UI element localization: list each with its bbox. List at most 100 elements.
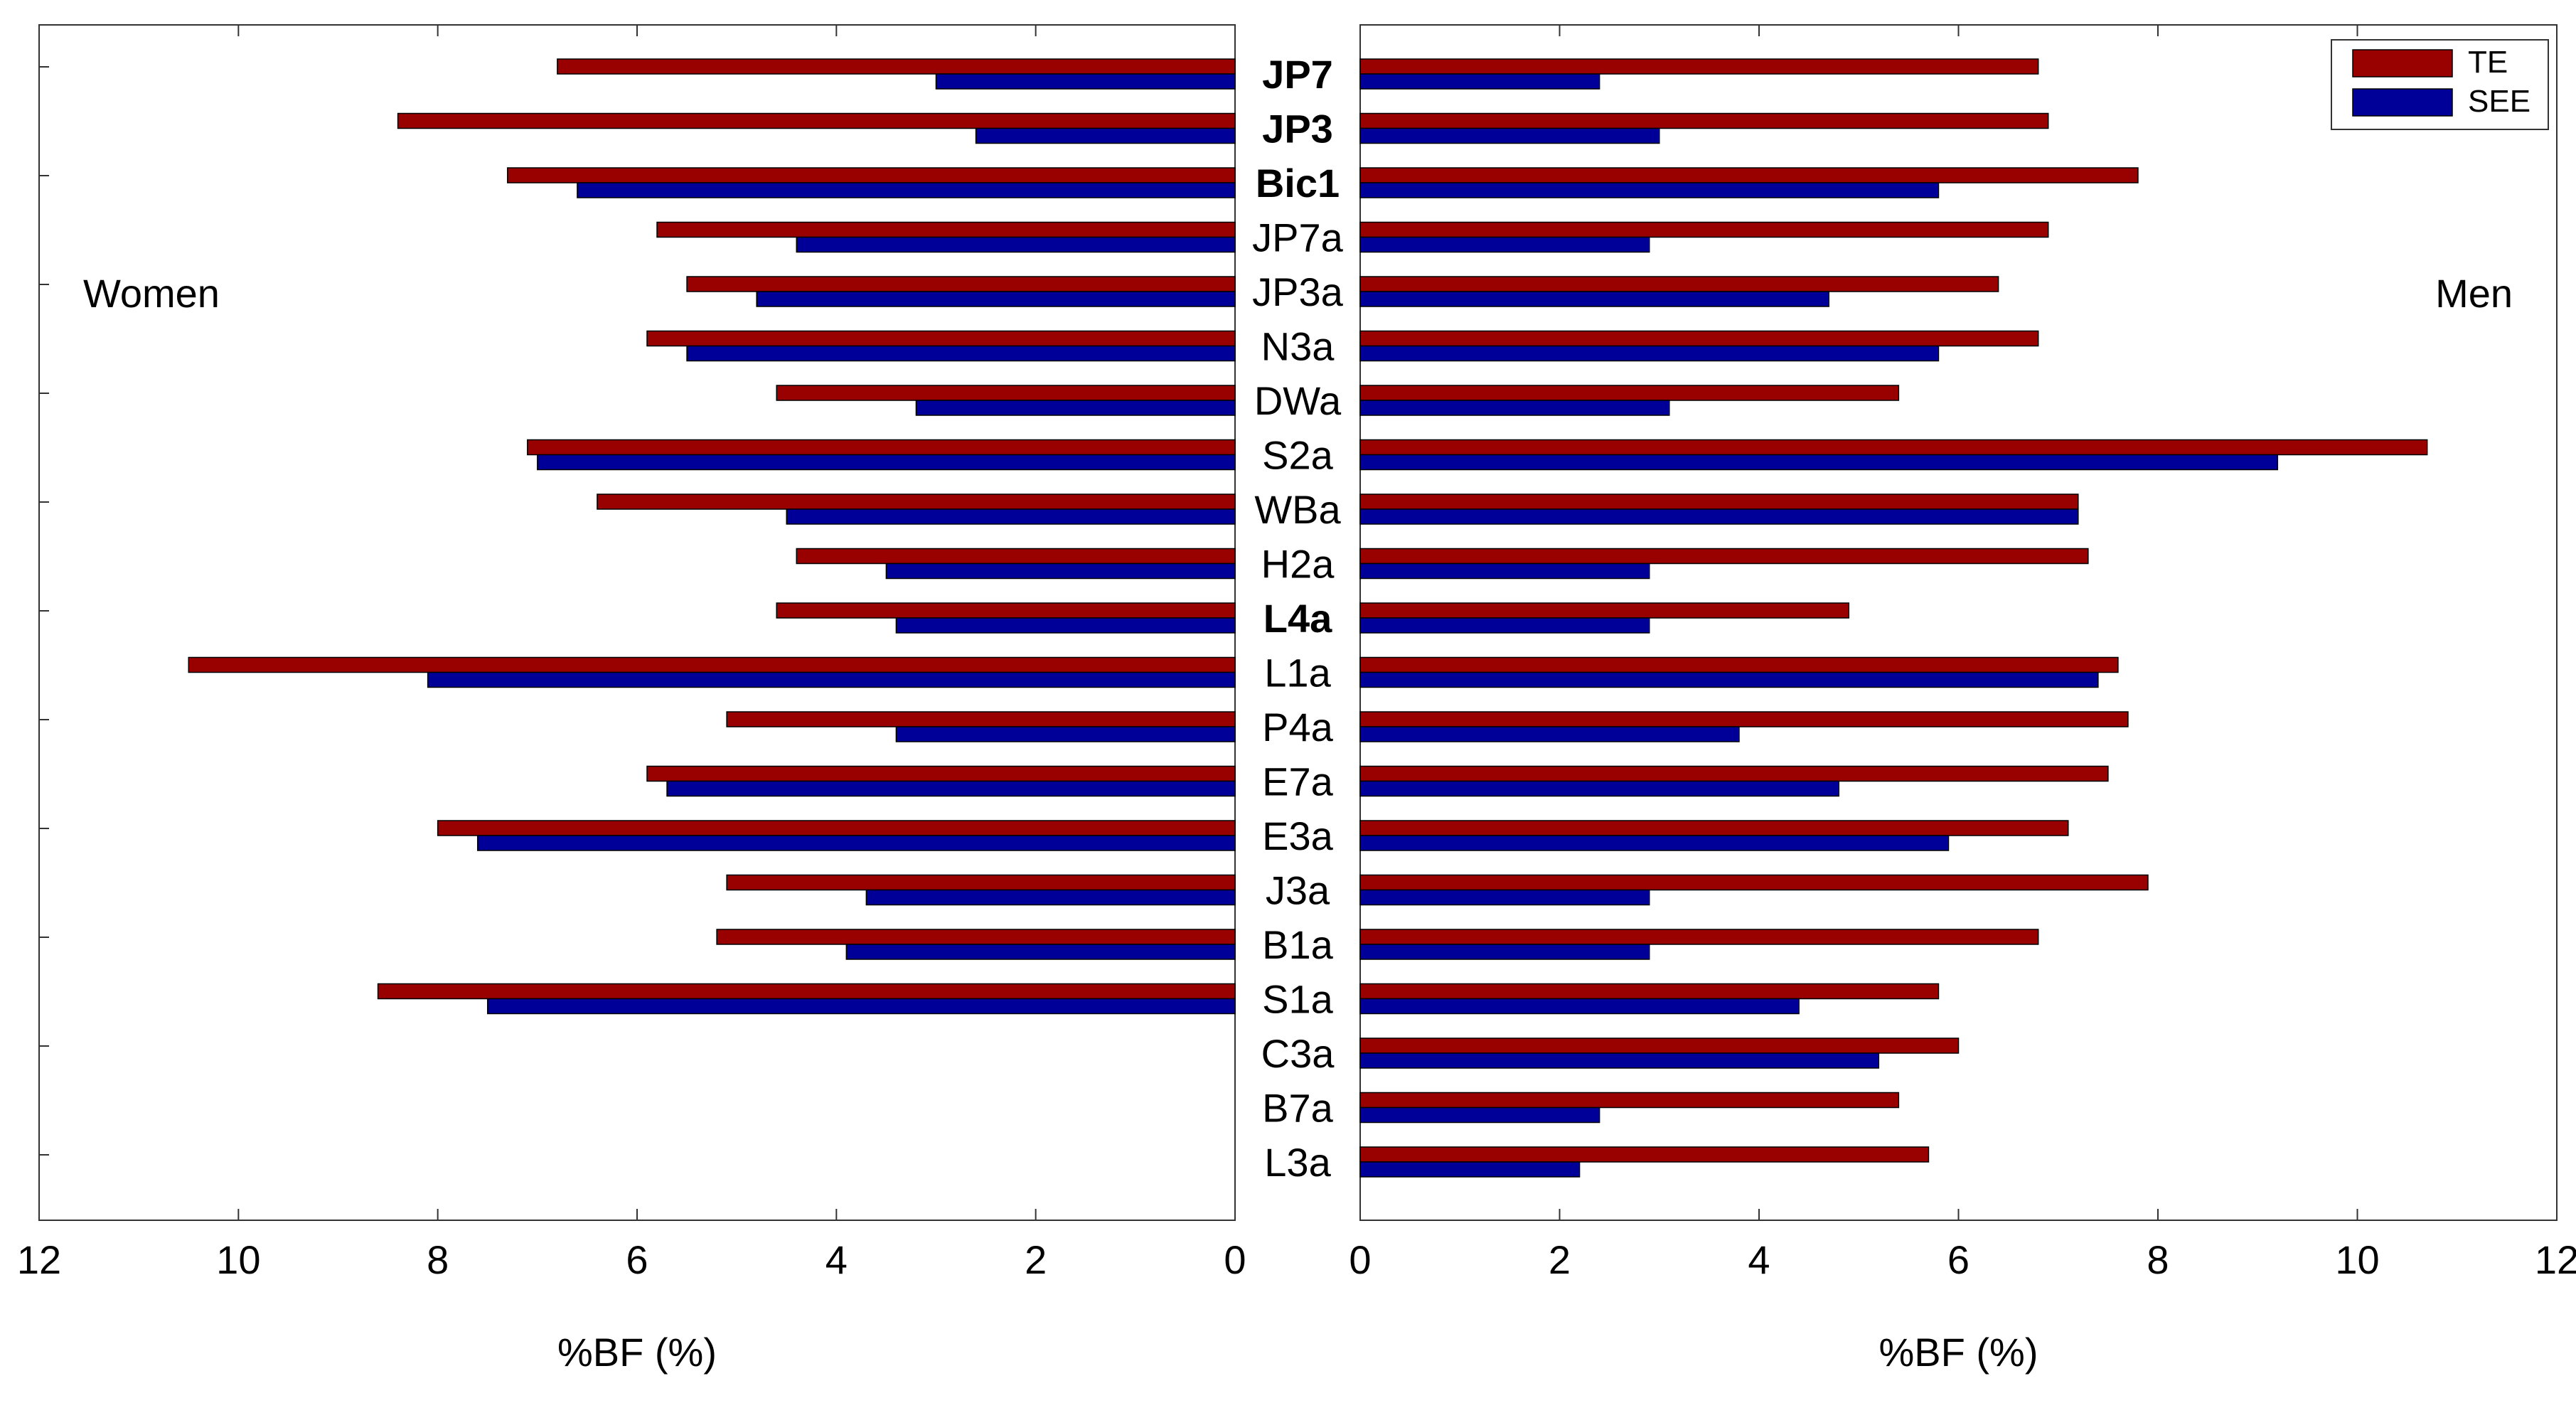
men-bar-te-jp7a [1359, 221, 2049, 238]
women-x-tick-label: 12 [17, 1237, 61, 1282]
men-x-tick-label: 0 [1349, 1237, 1371, 1282]
men-bar-see-h2a [1359, 562, 1650, 580]
category-label-b7a: B7a [1262, 1086, 1333, 1131]
category-label-bic1: Bic1 [1256, 161, 1340, 206]
women-bar-te-jp3 [397, 112, 1236, 129]
women-bar-te-bic1 [507, 167, 1236, 183]
women-x-tick-label: 0 [1224, 1237, 1246, 1282]
men-bar-te-n3a [1359, 330, 2039, 347]
men-bar-te-l3a [1359, 1146, 1930, 1163]
men-bar-see-s1a [1359, 998, 1800, 1015]
men-bar-see-l4a [1359, 617, 1650, 634]
men-x-tick-label: 4 [1748, 1237, 1770, 1282]
women-bar-te-jp3a [686, 276, 1236, 292]
women-bar-see-s2a [537, 454, 1236, 471]
women-x-tick-label: 10 [216, 1237, 260, 1282]
men-bar-see-l1a [1359, 671, 2099, 688]
women-bar-see-jp3 [975, 127, 1236, 144]
men-bar-see-e3a [1359, 835, 1950, 851]
men-bar-te-jp3a [1359, 276, 1999, 292]
women-x-tick-label: 6 [626, 1237, 648, 1282]
women-panel-label: Women [83, 271, 220, 316]
men-x-tick-label: 2 [1549, 1237, 1571, 1282]
women-bar-see-e7a [666, 780, 1236, 797]
category-label-s1a: S1a [1262, 977, 1333, 1022]
women-bar-see-l1a [427, 671, 1236, 688]
category-label-b1a: B1a [1262, 922, 1333, 967]
women-bar-te-s2a [527, 439, 1236, 456]
category-label-wba: WBa [1254, 487, 1341, 532]
category-label-l1a: L1a [1264, 651, 1331, 695]
women-bar-see-b1a [845, 944, 1236, 960]
legend-swatch-see [2352, 88, 2453, 117]
women-bar-te-e7a [646, 765, 1236, 782]
men-bar-te-bic1 [1359, 167, 2139, 183]
category-label-e3a: E3a [1262, 813, 1333, 858]
women-bar-te-e3a [437, 820, 1236, 836]
women-bar-see-jp3a [756, 291, 1236, 307]
men-bar-te-l4a [1359, 602, 1849, 619]
women-bar-te-wba [597, 494, 1236, 510]
women-bar-te-h2a [796, 548, 1236, 565]
men-x-axis-title: %BF (%) [1879, 1330, 2038, 1375]
category-label-c3a: C3a [1261, 1031, 1335, 1076]
men-bar-te-dwa [1359, 385, 1900, 401]
legend-label-see: SEE [2468, 84, 2530, 119]
women-bar-te-n3a [646, 330, 1236, 347]
men-bar-see-jp7a [1359, 236, 1650, 253]
men-bar-see-wba [1359, 508, 2079, 525]
women-bar-see-e3a [476, 835, 1236, 851]
category-label-p4a: P4a [1262, 705, 1333, 749]
men-bar-see-jp3 [1359, 127, 1660, 144]
category-label-j3a: J3a [1266, 868, 1330, 913]
men-x-tick-label: 12 [2535, 1237, 2576, 1282]
men-bar-te-l1a [1359, 656, 2119, 673]
men-bar-see-dwa [1359, 400, 1670, 416]
men-bar-see-b7a [1359, 1106, 1600, 1124]
women-bar-te-jp7 [557, 58, 1236, 75]
men-bar-see-l3a [1359, 1161, 1581, 1178]
category-label-dwa: DWa [1254, 378, 1342, 423]
men-bar-te-p4a [1359, 711, 2129, 727]
men-x-tick-label: 10 [2335, 1237, 2379, 1282]
men-bar-te-h2a [1359, 548, 2089, 565]
men-bar-te-e3a [1359, 820, 2069, 836]
men-panel-label: Men [2435, 271, 2513, 316]
women-bar-see-dwa [915, 400, 1236, 416]
women-bar-te-p4a [726, 711, 1236, 727]
women-bar-te-l4a [776, 602, 1236, 619]
men-x-tick-label: 6 [1947, 1237, 1970, 1282]
category-label-e7a: E7a [1262, 759, 1333, 804]
women-x-tick-label: 4 [825, 1237, 848, 1282]
category-label-n3a: N3a [1261, 324, 1335, 369]
women-bar-te-j3a [726, 874, 1236, 891]
category-label-s2a: S2a [1262, 433, 1333, 478]
men-bar-see-n3a [1359, 345, 1940, 362]
women-bar-see-p4a [895, 726, 1236, 742]
men-bar-te-wba [1359, 494, 2079, 510]
men-bar-see-p4a [1359, 726, 1740, 742]
women-bar-te-jp7a [656, 221, 1236, 238]
category-label-jp3: JP3 [1262, 107, 1333, 151]
men-bar-see-e7a [1359, 780, 1839, 797]
women-bar-te-dwa [776, 385, 1236, 401]
men-bar-te-b1a [1359, 929, 2039, 945]
men-bar-see-jp7 [1359, 73, 1600, 90]
men-bar-see-jp3a [1359, 291, 1829, 307]
women-bar-see-jp7 [935, 73, 1236, 90]
category-label-jp3a: JP3a [1252, 270, 1343, 314]
men-bar-see-j3a [1359, 889, 1650, 906]
women-x-tick-label: 8 [427, 1237, 449, 1282]
women-bar-see-wba [786, 508, 1236, 525]
men-bar-te-s2a [1359, 439, 2428, 456]
women-bar-see-n3a [686, 345, 1236, 362]
women-bar-see-j3a [865, 889, 1236, 906]
men-bar-te-c3a [1359, 1037, 1960, 1054]
men-x-tick-label: 8 [2147, 1237, 2169, 1282]
women-x-tick-label: 2 [1025, 1237, 1047, 1282]
women-bar-te-l1a [188, 656, 1236, 673]
category-label-l3a: L3a [1264, 1140, 1331, 1185]
category-label-jp7: JP7 [1262, 52, 1333, 97]
